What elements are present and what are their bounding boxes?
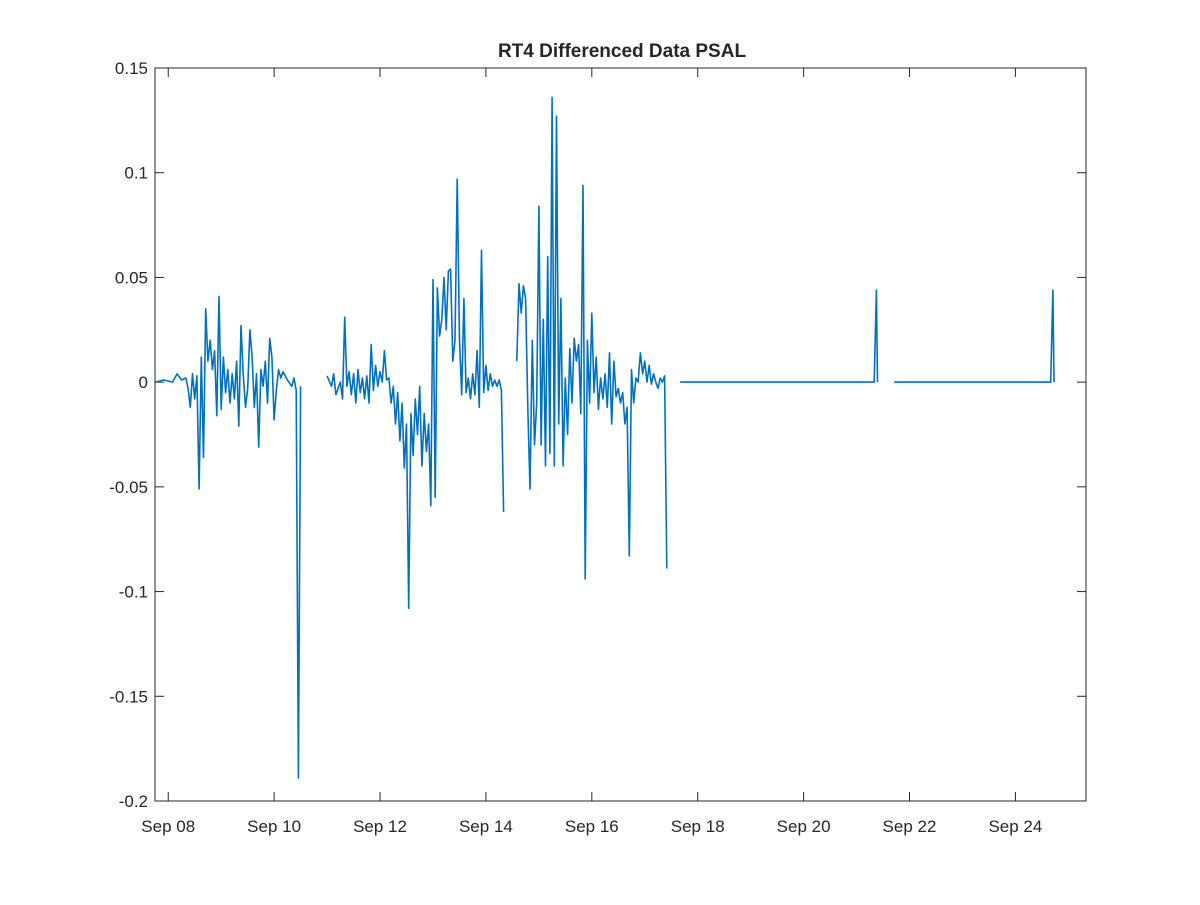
x-tick-label: Sep 12 (353, 817, 407, 836)
series-line-segment (516, 96, 668, 580)
series-line-segment (894, 289, 1055, 383)
y-tick-label: 0.05 (115, 268, 148, 287)
y-tick-label: 0.15 (115, 59, 148, 78)
y-axis: 0.15 0.1 0.05 0 -0.05 -0.1 -0.15 -0.2 (109, 59, 1086, 811)
y-tick-label: 0.1 (124, 164, 148, 183)
y-tick-label: -0.1 (119, 583, 148, 602)
axes-box (154, 67, 1087, 802)
y-tick-label: -0.15 (109, 687, 148, 706)
series-line-segment (680, 289, 879, 383)
plot-area (154, 96, 1055, 779)
x-tick-label: Sep 08 (141, 817, 195, 836)
x-tick-label: Sep 24 (988, 817, 1042, 836)
y-tick-label: -0.2 (119, 792, 148, 811)
x-tick-label: Sep 14 (459, 817, 513, 836)
series-line-segment (154, 295, 302, 779)
x-tick-label: Sep 22 (883, 817, 937, 836)
series-line-segment (326, 178, 505, 610)
chart-title: RT4 Differenced Data PSAL (498, 41, 747, 62)
y-tick-label: -0.05 (109, 478, 148, 497)
y-tick-label: 0 (139, 373, 148, 392)
x-axis: Sep 08 Sep 10 Sep 12 Sep 14 Sep 16 Sep 18 Sep … (141, 68, 1042, 836)
x-tick-label: Sep 20 (777, 817, 831, 836)
x-tick-label: Sep 18 (671, 817, 725, 836)
x-tick-label: Sep 10 (247, 817, 301, 836)
x-tick-label: Sep 16 (565, 817, 619, 836)
